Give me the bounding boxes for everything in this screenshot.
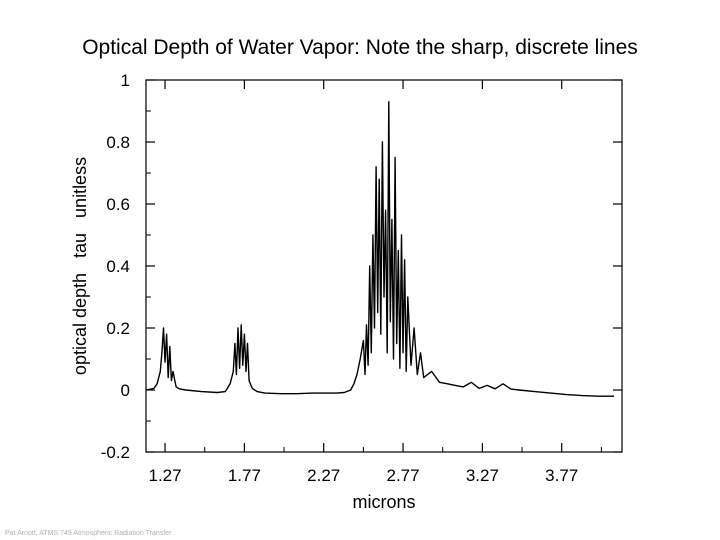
x-axis-label: microns	[352, 492, 415, 512]
x-axis: 1.27 1.77 2.27 2.77 3.27 3.77	[148, 80, 602, 485]
slide-title: Optical Depth of Water Vapor: Note the s…	[82, 36, 638, 59]
x-tick-label: 2.27	[307, 466, 340, 485]
x-tick-label: 3.27	[466, 466, 499, 485]
y-axis: -0.2 0 0.2 0.4 0.6 0.8 1	[101, 71, 622, 462]
y-tick-label: 0.8	[106, 133, 130, 152]
x-tick-label: 1.27	[148, 466, 181, 485]
y-tick-label: 0	[121, 381, 130, 400]
series-line	[145, 100, 615, 397]
x-tick-label: 3.77	[545, 466, 578, 485]
footer-credit: Pat Arnott, ATMS 749 Atmospheric Radiati…	[5, 530, 172, 537]
y-tick-label: 0.4	[106, 257, 130, 276]
series-layer	[145, 100, 615, 397]
y-tick-label: 0.2	[106, 319, 130, 338]
x-tick-label: 2.77	[386, 466, 419, 485]
x-tick-label: 1.77	[228, 466, 261, 485]
y-tick-label: -0.2	[101, 443, 130, 462]
y-tick-label: 0.6	[106, 195, 130, 214]
y-tick-label: 1	[121, 71, 130, 90]
y-axis-label: optical depth tau unitless	[70, 157, 90, 375]
